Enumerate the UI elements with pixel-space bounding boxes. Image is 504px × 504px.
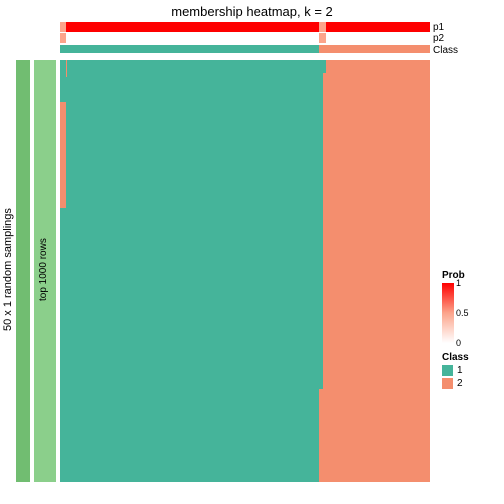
annotation-segment [326, 22, 430, 32]
legend-swatch [442, 365, 453, 376]
legend-class-item: 1 [442, 365, 500, 376]
row-annotation-outer [16, 60, 30, 482]
chart-title: membership heatmap, k = 2 [0, 4, 504, 19]
heatmap-cell [67, 60, 319, 482]
heatmap-cell [326, 60, 430, 482]
legend-prob-tick: 0 [456, 338, 461, 348]
legend-swatch-label: 1 [457, 365, 463, 376]
annotation-segment [319, 22, 326, 32]
annotation-segment [319, 33, 326, 43]
legend-swatch-label: 2 [457, 378, 463, 389]
annotation-segment [60, 45, 319, 53]
heatmap-body [60, 60, 430, 482]
annotation-segment [66, 33, 319, 43]
annotation-segment [326, 33, 430, 43]
legend-prob: Prob 10.50 [442, 270, 500, 343]
legend-prob-title: Prob [442, 270, 500, 281]
legend-prob-gradient: 10.50 [442, 283, 454, 343]
legend-class: Class 1 2 [442, 352, 500, 389]
legend-class-item: 2 [442, 378, 500, 389]
legend-prob-tick: 1 [456, 278, 461, 288]
ann-label-class: Class [433, 45, 458, 56]
column-annotation-p2 [60, 33, 430, 43]
legend-prob-tick: 0.5 [456, 308, 469, 318]
column-annotation-class [60, 45, 430, 53]
annotation-segment [319, 45, 430, 53]
row-label-inner: top 1000 rows [38, 60, 49, 480]
ann-label-p1: p1 [433, 22, 444, 33]
annotation-segment [66, 22, 319, 32]
heatmap-column [67, 60, 319, 482]
row-label-outer: 50 x 1 random samplings [2, 60, 14, 480]
legend-swatch [442, 378, 453, 389]
ann-label-p2: p2 [433, 33, 444, 44]
column-annotation-p1 [60, 22, 430, 32]
legend-class-title: Class [442, 352, 500, 363]
heatmap-column [326, 60, 430, 482]
